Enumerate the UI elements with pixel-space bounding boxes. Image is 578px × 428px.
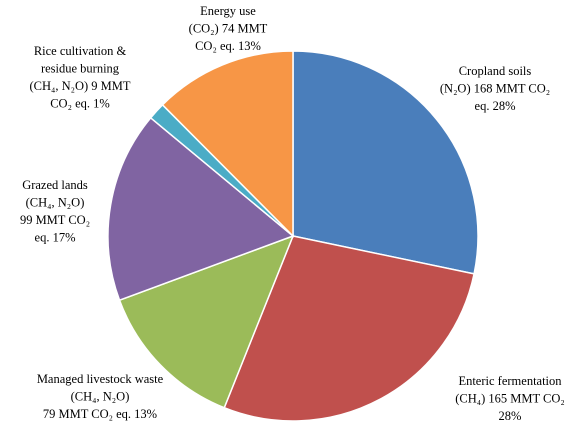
pie-slice [223, 235, 475, 422]
slice-label: Enteric fermentation [458, 374, 562, 388]
slice-label: 28% [499, 409, 522, 423]
slice-label: Grazed lands [22, 178, 88, 192]
slice-label: Energy use [200, 4, 256, 18]
pie-slice [107, 116, 295, 302]
slice-label: (CH₄) 165 MMT CO₂ [455, 391, 565, 405]
slice-label: (CH₄, N₂O) 9 MMT [29, 79, 130, 93]
pie-slice [118, 234, 295, 409]
slice-label: (N₂O) 168 MMT CO₂ [440, 81, 550, 95]
pie-slice [292, 50, 479, 275]
slice-label: (CO₂) 74 MMT [189, 21, 268, 35]
slice-label: 79 MMT CO₂ eq. 13% [43, 407, 157, 421]
slice-label: eq. 28% [475, 99, 516, 113]
slice-label: Cropland soils [459, 64, 532, 78]
slice-label: CO₂ eq. 1% [50, 96, 110, 110]
slice-label: Managed livestock waste [37, 372, 164, 386]
slice-label: (CH₄, N₂O) [26, 195, 85, 209]
slice-label: 99 MMT CO₂ [20, 213, 90, 227]
slice-label: eq. 17% [35, 230, 76, 244]
slice-label: residue burning [41, 61, 120, 75]
pie-slice [161, 50, 294, 238]
slice-label: (CH₄, N₂O) [71, 389, 130, 403]
slice-label: Rice cultivation & [34, 44, 127, 58]
slice-label: CO₂ eq. 13% [195, 39, 261, 53]
